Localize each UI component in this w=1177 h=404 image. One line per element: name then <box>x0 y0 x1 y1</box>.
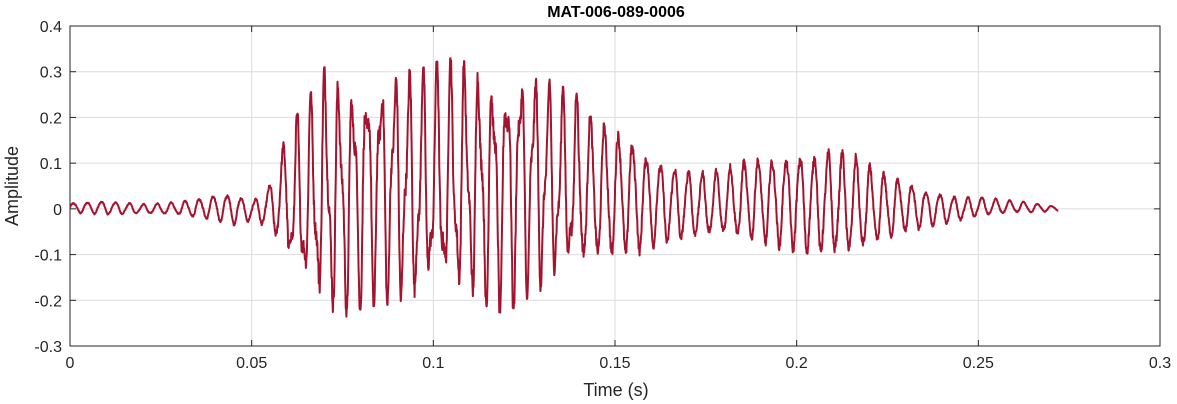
y-tick-label: 0.2 <box>40 110 62 127</box>
y-tick-label: 0.4 <box>40 19 62 36</box>
x-tick-label: 0.1 <box>422 355 444 372</box>
x-tick-label: 0.3 <box>1149 355 1171 372</box>
axis-ticks <box>69 25 1161 347</box>
y-tick-label: 0.3 <box>40 65 62 82</box>
y-tick-label: -0.3 <box>34 339 62 356</box>
x-tick-label: 0.25 <box>963 355 994 372</box>
y-tick-label: 0.1 <box>40 156 62 173</box>
series-line <box>69 57 1059 318</box>
x-tick-labels: 0 0.05 0.1 0.15 0.2 0.25 0.3 <box>66 355 1172 372</box>
y-axis-label: Amplitude <box>2 146 22 226</box>
x-tick-label: 0.15 <box>599 355 630 372</box>
y-tick-label: 0 <box>53 202 62 219</box>
y-tick-labels: -0.3 -0.2 -0.1 0 0.1 0.2 0.3 0.4 <box>34 19 62 356</box>
x-tick-label: 0 <box>66 355 75 372</box>
x-tick-label: 0.2 <box>786 355 808 372</box>
y-tick-label: -0.1 <box>34 248 62 265</box>
y-tick-label: -0.2 <box>34 293 62 310</box>
grid-lines <box>70 26 1160 346</box>
chart-title: MAT-006-089-0006 <box>547 4 685 21</box>
x-tick-label: 0.05 <box>236 355 267 372</box>
x-axis-label: Time (s) <box>583 380 648 400</box>
